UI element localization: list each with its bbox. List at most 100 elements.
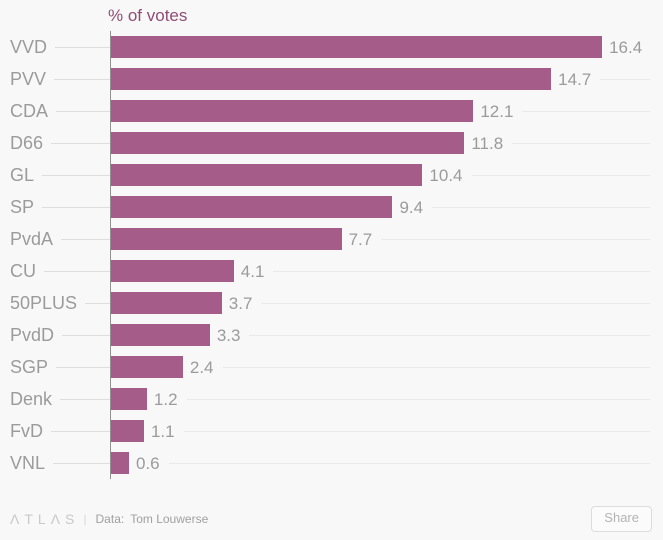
category-cell: 50PLUS: [0, 294, 110, 312]
leader-line: [600, 78, 650, 80]
category-cell: VNL: [0, 454, 110, 472]
bar: [111, 356, 183, 378]
atlas-logo: ΛTLΛS: [10, 511, 80, 527]
plot-cell: 14.7: [110, 63, 663, 95]
plot-cell: 0.6: [110, 447, 663, 479]
bar-row: CDA 12.1: [0, 95, 663, 127]
leader-line: [183, 430, 650, 432]
category-label: D66: [10, 133, 44, 153]
bar: [111, 260, 234, 282]
value-label: 1.1: [150, 421, 175, 441]
tick-line: [56, 366, 110, 368]
bar-row: D66 11.8: [0, 127, 663, 159]
plot-cell: 16.4: [110, 31, 663, 63]
bar: [111, 324, 210, 346]
bar-row: SGP 2.4: [0, 351, 663, 383]
category-cell: CU: [0, 262, 110, 280]
value-label: 0.6: [135, 453, 160, 473]
bar: [111, 292, 222, 314]
tick-line: [42, 174, 110, 176]
bar: [111, 68, 552, 90]
category-label: GL: [10, 165, 35, 185]
category-cell: VVD: [0, 38, 110, 56]
value-label: 2.4: [189, 357, 214, 377]
bar-row: GL 10.4: [0, 159, 663, 191]
bar-row: CU 4.1: [0, 255, 663, 287]
bar-row: VVD 16.4: [0, 31, 663, 63]
data-source-value: Tom Louwerse: [130, 512, 209, 526]
tick-line: [56, 110, 110, 112]
leader-line: [186, 398, 650, 400]
leader-line: [432, 206, 650, 208]
value-label: 1.2: [153, 389, 178, 409]
category-label: PvdD: [10, 325, 55, 345]
category-label: CDA: [10, 101, 49, 121]
bar-row: Denk 1.2: [0, 383, 663, 415]
category-label: FvD: [10, 421, 43, 441]
tick-line: [85, 302, 110, 304]
category-cell: Denk: [0, 390, 110, 408]
bar: [111, 388, 147, 410]
category-label: CU: [10, 261, 36, 281]
bar-row: FvD 1.1: [0, 415, 663, 447]
category-label: SP: [10, 197, 35, 217]
value-label: 12.1: [480, 101, 514, 121]
category-cell: GL: [0, 166, 110, 184]
tick-line: [51, 142, 110, 144]
leader-line: [522, 110, 650, 112]
leader-line: [249, 334, 650, 336]
value-label: 16.4: [609, 37, 643, 57]
leader-line: [381, 238, 650, 240]
bar: [111, 100, 474, 122]
bar-row: PVV 14.7: [0, 63, 663, 95]
tick-line: [61, 238, 110, 240]
plot-cell: 3.3: [110, 319, 663, 351]
tick-line: [42, 206, 110, 208]
bar-row: SP 9.4: [0, 191, 663, 223]
bar-row: 50PLUS 3.7: [0, 287, 663, 319]
value-label: 14.7: [558, 69, 592, 89]
value-label: 3.7: [228, 293, 253, 313]
category-cell: CDA: [0, 102, 110, 120]
plot-cell: 4.1: [110, 255, 663, 287]
value-label: 7.7: [348, 229, 373, 249]
plot-cell: 7.7: [110, 223, 663, 255]
category-cell: SGP: [0, 358, 110, 376]
bar-row: PvdA 7.7: [0, 223, 663, 255]
category-cell: SP: [0, 198, 110, 216]
bar: [111, 36, 603, 58]
plot-cell: 12.1: [110, 95, 663, 127]
value-label: 11.8: [471, 133, 504, 153]
footer: ΛTLΛS | Data: Tom Louwerse Share: [0, 498, 663, 540]
leader-line: [261, 302, 650, 304]
data-source-label: Data:: [95, 512, 125, 526]
bar: [111, 228, 342, 250]
bar-chart: VVD 16.4 PVV 14.7 CDA 12.1 D66 11.8 GL 10.4 SP 9.4 P…: [0, 31, 663, 479]
value-label: 9.4: [399, 197, 424, 217]
category-label: VNL: [10, 453, 46, 473]
leader-line: [471, 174, 650, 176]
plot-cell: 1.1: [110, 415, 663, 447]
plot-cell: 3.7: [110, 287, 663, 319]
tick-line: [62, 334, 110, 336]
tick-line: [44, 270, 110, 272]
category-label: VVD: [10, 37, 48, 57]
category-label: SGP: [10, 357, 49, 377]
category-cell: D66: [0, 134, 110, 152]
tick-line: [53, 462, 110, 464]
share-button[interactable]: Share: [591, 506, 652, 532]
value-label: 10.4: [429, 165, 463, 185]
plot-cell: 2.4: [110, 351, 663, 383]
bar: [111, 132, 465, 154]
category-label: PvdA: [10, 229, 54, 249]
tick-line: [60, 398, 110, 400]
tick-line: [51, 430, 110, 432]
bar: [111, 196, 393, 218]
bar: [111, 164, 423, 186]
chart-title: % of votes: [108, 6, 188, 25]
value-label: 3.3: [216, 325, 241, 345]
bar: [111, 420, 144, 442]
leader-line: [222, 366, 650, 368]
category-label: 50PLUS: [10, 293, 78, 313]
plot-cell: 1.2: [110, 383, 663, 415]
